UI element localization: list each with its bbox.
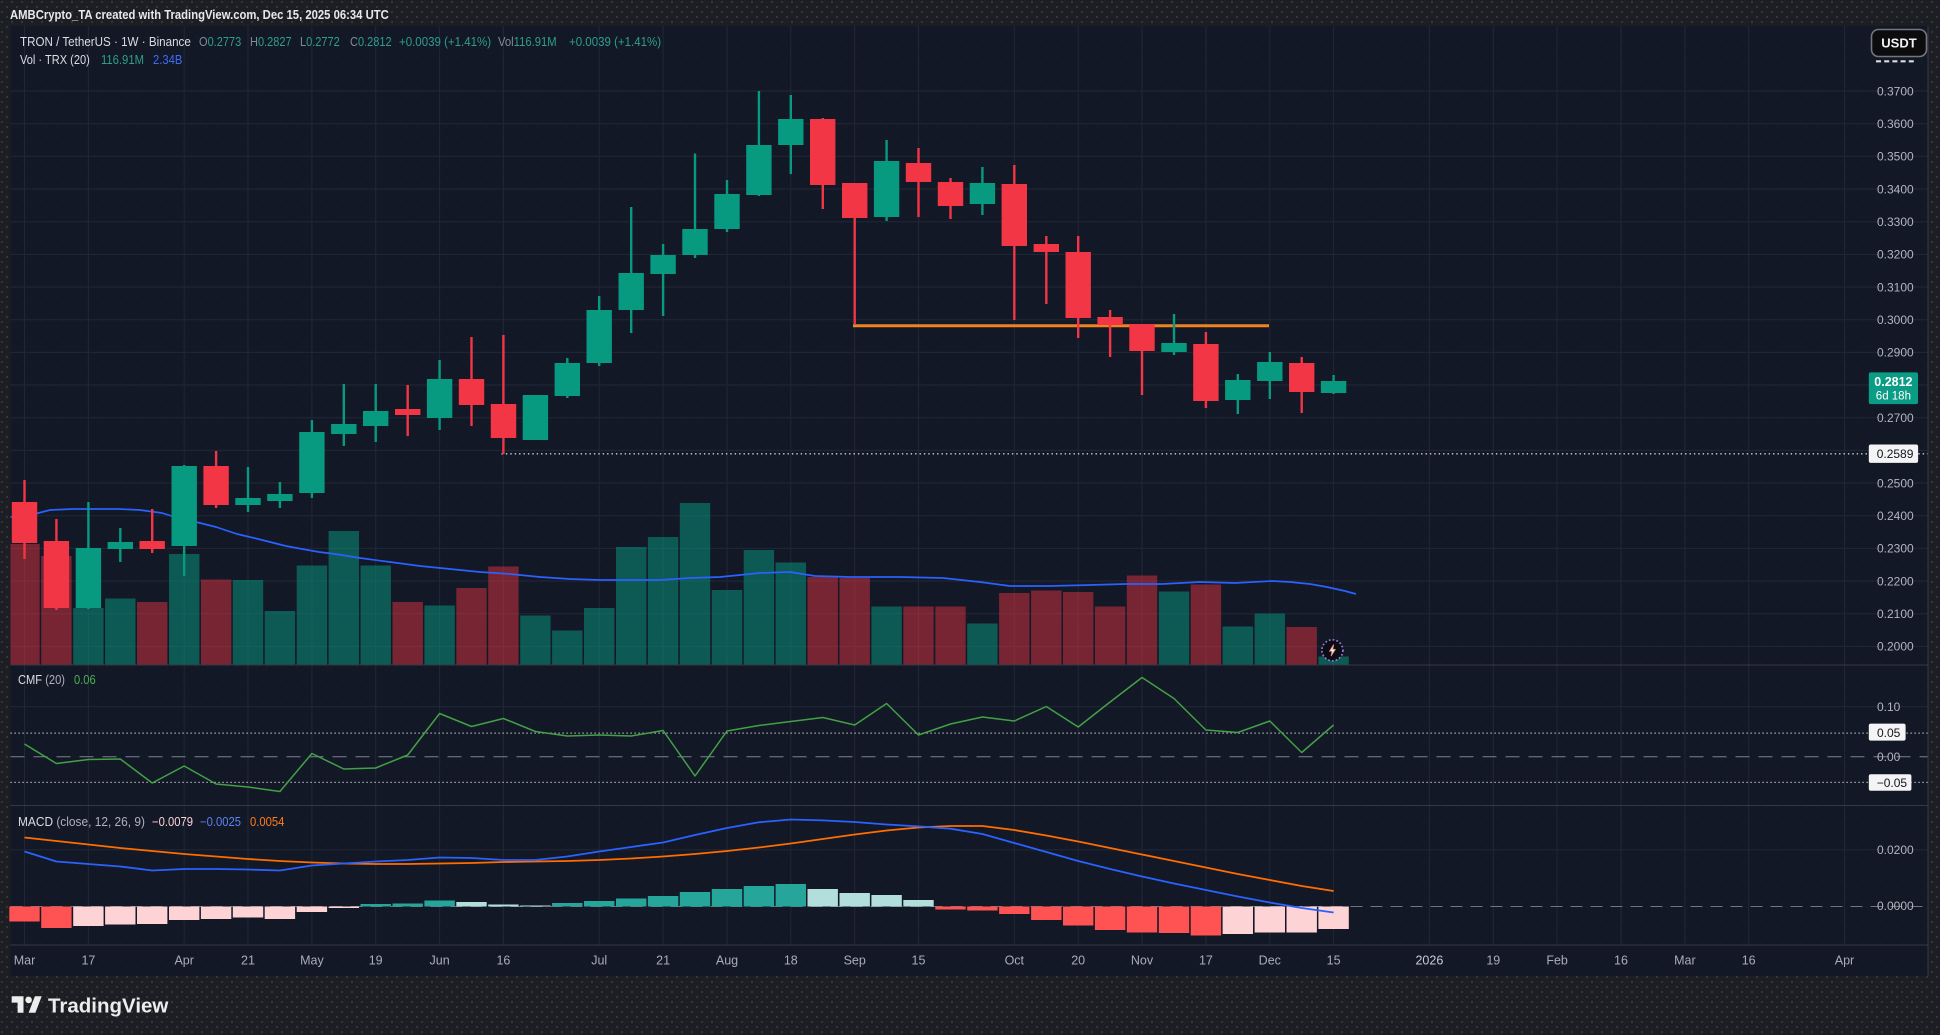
svg-text:17: 17 bbox=[81, 954, 95, 968]
svg-text:0.0200: 0.0200 bbox=[1877, 843, 1914, 857]
svg-text:21: 21 bbox=[656, 954, 670, 968]
svg-text:0.2200: 0.2200 bbox=[1877, 574, 1914, 588]
svg-text:18: 18 bbox=[784, 954, 798, 968]
svg-text:19: 19 bbox=[1486, 954, 1500, 968]
svg-text:Apr: Apr bbox=[1835, 954, 1854, 968]
svg-text:0.2300: 0.2300 bbox=[1877, 542, 1914, 556]
svg-text:16: 16 bbox=[1614, 954, 1628, 968]
svg-text:19: 19 bbox=[369, 954, 383, 968]
svg-text:0.00: 0.00 bbox=[1877, 750, 1901, 764]
svg-text:0.3300: 0.3300 bbox=[1877, 215, 1914, 229]
svg-text:0.3100: 0.3100 bbox=[1877, 280, 1914, 294]
svg-text:0.3700: 0.3700 bbox=[1877, 84, 1914, 98]
svg-text:0.0000: 0.0000 bbox=[1877, 899, 1914, 913]
svg-text:Dec: Dec bbox=[1259, 954, 1281, 968]
svg-text:Jul: Jul bbox=[591, 954, 607, 968]
svg-text:Nov: Nov bbox=[1131, 954, 1154, 968]
svg-text:Feb: Feb bbox=[1546, 954, 1568, 968]
svg-text:15: 15 bbox=[912, 954, 926, 968]
svg-text:Mar: Mar bbox=[14, 954, 36, 968]
svg-text:15: 15 bbox=[1327, 954, 1341, 968]
svg-text:0.2000: 0.2000 bbox=[1877, 640, 1914, 654]
svg-text:Aug: Aug bbox=[716, 954, 738, 968]
svg-text:20: 20 bbox=[1071, 954, 1085, 968]
svg-text:USDT: USDT bbox=[1881, 36, 1916, 51]
svg-text:0.3600: 0.3600 bbox=[1877, 117, 1914, 131]
svg-text:0.2900: 0.2900 bbox=[1877, 346, 1914, 360]
svg-text:2026: 2026 bbox=[1415, 954, 1443, 968]
svg-text:0.2589: 0.2589 bbox=[1877, 447, 1914, 461]
svg-text:Mar: Mar bbox=[1674, 954, 1696, 968]
svg-text:−0.05: −0.05 bbox=[1877, 776, 1908, 790]
svg-text:17: 17 bbox=[1199, 954, 1213, 968]
svg-text:0.3000: 0.3000 bbox=[1877, 313, 1914, 327]
svg-text:Sep: Sep bbox=[844, 954, 866, 968]
svg-text:0.2100: 0.2100 bbox=[1877, 607, 1914, 621]
svg-text:0.3200: 0.3200 bbox=[1877, 248, 1914, 262]
svg-text:TradingView: TradingView bbox=[48, 995, 168, 1018]
svg-text:Apr: Apr bbox=[174, 954, 193, 968]
svg-text:Oct: Oct bbox=[1005, 954, 1025, 968]
svg-text:16: 16 bbox=[496, 954, 510, 968]
svg-text:0.2400: 0.2400 bbox=[1877, 509, 1914, 523]
svg-text:May: May bbox=[300, 954, 324, 968]
svg-text:0.2700: 0.2700 bbox=[1877, 411, 1914, 425]
svg-text:21: 21 bbox=[241, 954, 255, 968]
svg-text:16: 16 bbox=[1742, 954, 1756, 968]
svg-text:0.2812: 0.2812 bbox=[1874, 375, 1912, 389]
svg-text:0.3500: 0.3500 bbox=[1877, 150, 1914, 164]
svg-text:0.05: 0.05 bbox=[1877, 726, 1901, 740]
svg-text:0.2500: 0.2500 bbox=[1877, 476, 1914, 490]
svg-text:6d 18h: 6d 18h bbox=[1876, 390, 1911, 402]
svg-text:0.10: 0.10 bbox=[1877, 700, 1901, 714]
svg-text:0.3400: 0.3400 bbox=[1877, 182, 1914, 196]
svg-text:Jun: Jun bbox=[430, 954, 450, 968]
